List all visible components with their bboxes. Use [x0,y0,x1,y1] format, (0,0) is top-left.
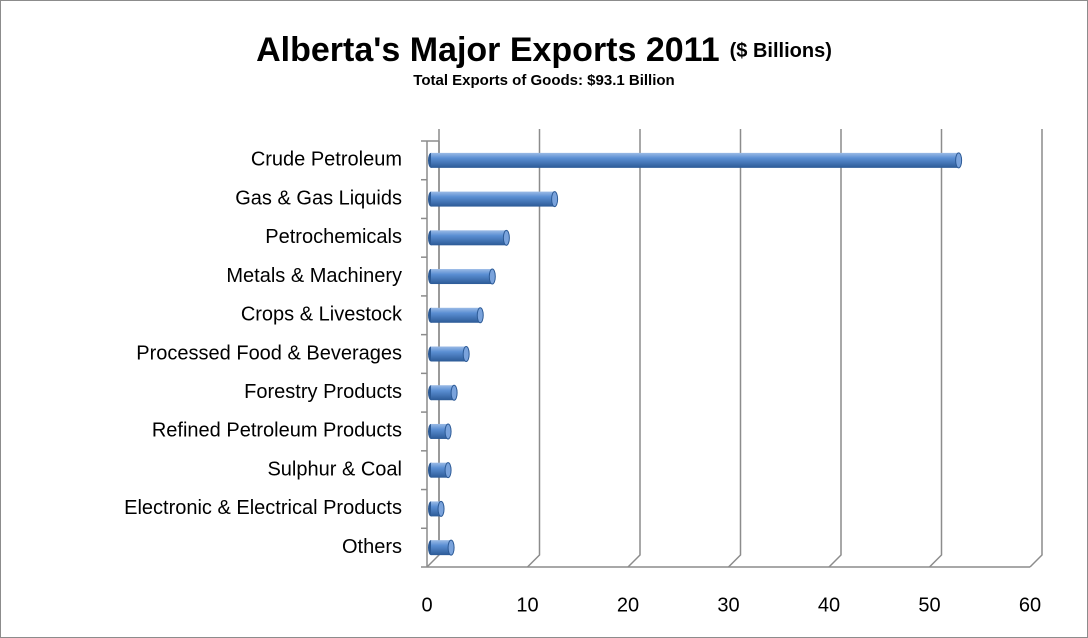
grid-line [627,129,641,568]
bar [428,229,510,246]
chart-title: Alberta's Major Exports 2011 [256,31,720,69]
bar-part [488,268,496,285]
y-tick-label: Sulphur & Coal [267,458,402,480]
y-tick-label: Crops & Livestock [241,304,403,326]
bar-part [431,540,452,556]
chart-subtitle: Total Exports of Goods: $93.1 Billion [413,72,674,89]
grid-line [828,129,842,568]
grid-line [1029,129,1043,568]
y-tick-label: Electronic & Electrical Products [124,497,402,519]
bar [428,423,452,440]
bar [428,268,496,285]
grid-line [928,129,943,568]
bar-part [431,501,442,517]
y-tick-label: Others [342,536,402,558]
bar-part [437,500,445,517]
bar [428,500,445,517]
y-tick-label: Metals & Machinery [226,265,402,287]
bar-part [431,269,493,285]
bar [428,191,559,208]
bar [428,384,458,401]
x-tick-label: 20 [617,594,639,616]
bar [428,307,484,324]
y-tick-label: Petrochemicals [265,226,402,248]
x-tick-label: 60 [1019,594,1041,616]
bar-part [431,385,455,401]
grid-line [727,129,742,568]
y-tick-label: Processed Food & Beverages [136,342,402,364]
bar [428,152,963,169]
chart-title-group: Alberta's Major Exports 2011 ($ Billions) [256,31,832,69]
bar-part [502,229,510,246]
x-tick-label: 50 [918,594,940,616]
grid-line [526,129,541,568]
bar-part [476,307,484,324]
bar [428,539,455,556]
bar-part [955,152,963,169]
y-tick-label: Forestry Products [244,381,402,403]
bar-part [431,346,467,362]
bar-part [431,230,507,246]
bar-part [431,152,959,168]
y-tick-label: Gas & Gas Liquids [235,187,402,209]
bar-part [450,384,458,401]
bar-part [444,423,452,440]
y-tick-label: Crude Petroleum [251,149,402,171]
bar [428,462,452,479]
bar-part [431,307,481,323]
bar-part [431,462,449,478]
x-tick-label: 30 [717,594,739,616]
bar-part [444,462,452,479]
x-tick-label: 40 [818,594,840,616]
bar-part [551,191,559,208]
chart-title-unit: ($ Billions) [730,40,832,62]
x-tick-label: 10 [516,594,538,616]
x-tick-label: 0 [421,594,432,616]
bar-part [462,346,470,362]
bar-part [431,191,555,207]
bar [428,346,470,362]
bar-part [431,423,449,439]
bar-part [447,539,455,556]
y-tick-label: Refined Petroleum Products [152,420,402,442]
